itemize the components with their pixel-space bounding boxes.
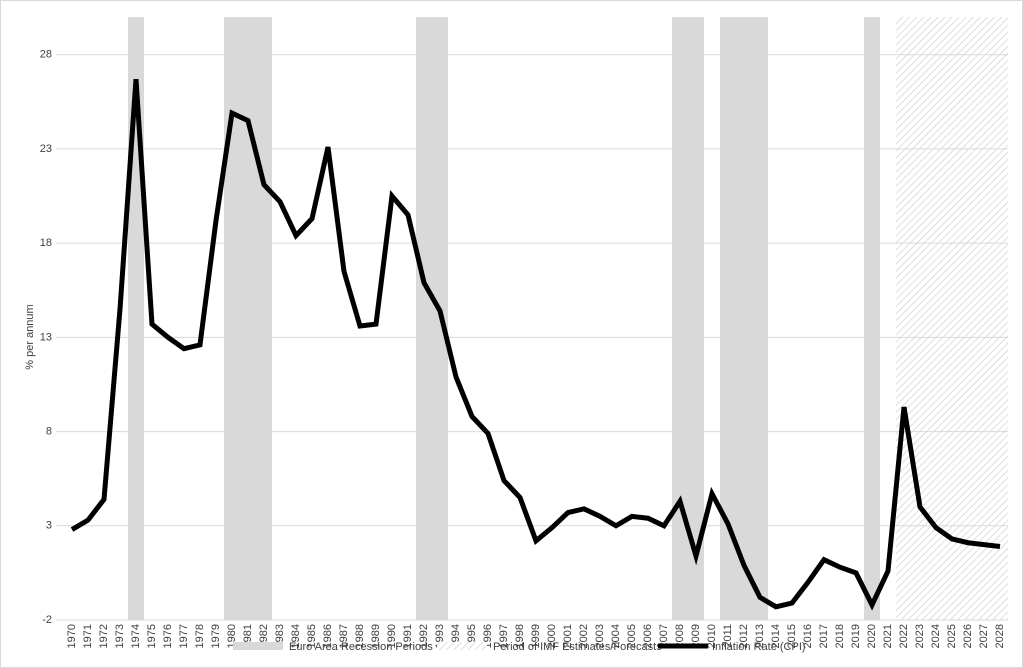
- x-tick-label: 1987: [338, 624, 350, 648]
- x-tick-label: 2017: [818, 624, 830, 648]
- legend-swatch-forecast: [437, 642, 487, 650]
- x-tick-label: 2021: [882, 624, 894, 648]
- x-tick-label: 1972: [98, 624, 110, 648]
- x-tick-label: 2006: [642, 624, 654, 648]
- x-tick-label: 1986: [322, 624, 334, 648]
- recession-band: [864, 17, 880, 620]
- x-tick-label: 1992: [418, 624, 430, 648]
- x-tick-label: 2014: [770, 624, 782, 648]
- x-tick-label: 1985: [306, 624, 318, 648]
- x-tick-label: 2016: [802, 624, 814, 648]
- legend-label: Period of IMF Estimates/Forecasts: [493, 641, 662, 653]
- x-tick-label: 1976: [162, 624, 174, 648]
- x-tick-label: 1977: [178, 624, 190, 648]
- x-tick-label: 2004: [610, 624, 622, 648]
- x-tick-label: 2025: [946, 624, 958, 648]
- legend-label: Inflation Rate (CPI): [712, 641, 806, 653]
- y-tick-label: 8: [46, 425, 52, 437]
- x-tick-label: 1974: [130, 624, 142, 648]
- legend: Euro Area Recession Periods Period of IM…: [233, 641, 806, 653]
- y-axis-label: % per annum: [24, 304, 36, 369]
- x-tick-label: 2019: [850, 624, 862, 648]
- x-tick-label: 2024: [930, 624, 942, 648]
- x-tick-label: 2015: [786, 624, 798, 648]
- recession-band: [672, 17, 704, 620]
- x-tick-label: 2007: [658, 624, 670, 648]
- x-tick-label: 1989: [370, 624, 382, 648]
- x-tick-label: 2001: [562, 624, 574, 648]
- x-tick-label: 2009: [690, 624, 702, 648]
- forecast-band: [896, 17, 1008, 620]
- x-tick-label: 2002: [578, 624, 590, 648]
- x-tick-label: 2010: [706, 624, 718, 648]
- legend-label: Euro Area Recession Periods: [289, 641, 433, 653]
- y-tick-label: 13: [40, 331, 52, 343]
- x-tick-label: 2013: [754, 624, 766, 648]
- x-tick-label: 2003: [594, 624, 606, 648]
- x-tick-label: 2026: [962, 624, 974, 648]
- x-tick-label: 1971: [82, 624, 94, 648]
- x-tick-label: 2027: [978, 624, 990, 648]
- recession-band: [720, 17, 768, 620]
- y-tick-label: 18: [40, 237, 52, 249]
- x-tick-label: 1979: [210, 624, 222, 648]
- x-tick-label: 1975: [146, 624, 158, 648]
- x-tick-label: 2008: [674, 624, 686, 648]
- x-tick-label: 2028: [994, 624, 1006, 648]
- x-tick-label: 2005: [626, 624, 638, 648]
- x-tick-label: 2023: [914, 624, 926, 648]
- x-tick-label: 1984: [290, 624, 302, 648]
- x-tick-label: 1990: [386, 624, 398, 648]
- x-tick-label: 1991: [402, 624, 414, 648]
- x-tick-label: 1999: [530, 624, 542, 648]
- y-tick-label: -2: [42, 614, 52, 626]
- x-tick-label: 1998: [514, 624, 526, 648]
- x-tick-label: 2012: [738, 624, 750, 648]
- x-tick-label: 1978: [194, 624, 206, 648]
- x-tick-label: 1973: [114, 624, 126, 648]
- x-tick-label: 2020: [866, 624, 878, 648]
- y-tick-label: 28: [40, 49, 52, 61]
- x-tick-label: 1988: [354, 624, 366, 648]
- x-tick-label: 2011: [722, 624, 734, 648]
- x-tick-label: 2022: [898, 624, 910, 648]
- x-tick-label: 2000: [546, 624, 558, 648]
- x-tick-label: 1970: [66, 624, 78, 648]
- y-tick-label: 23: [40, 143, 52, 155]
- data-line: [70, 79, 1001, 611]
- recession-band: [224, 17, 272, 620]
- x-tick-label: 2018: [834, 624, 846, 648]
- legend-swatch-recession: [233, 642, 283, 650]
- y-tick-label: 3: [46, 520, 52, 532]
- x-tick-label: 1997: [498, 624, 510, 648]
